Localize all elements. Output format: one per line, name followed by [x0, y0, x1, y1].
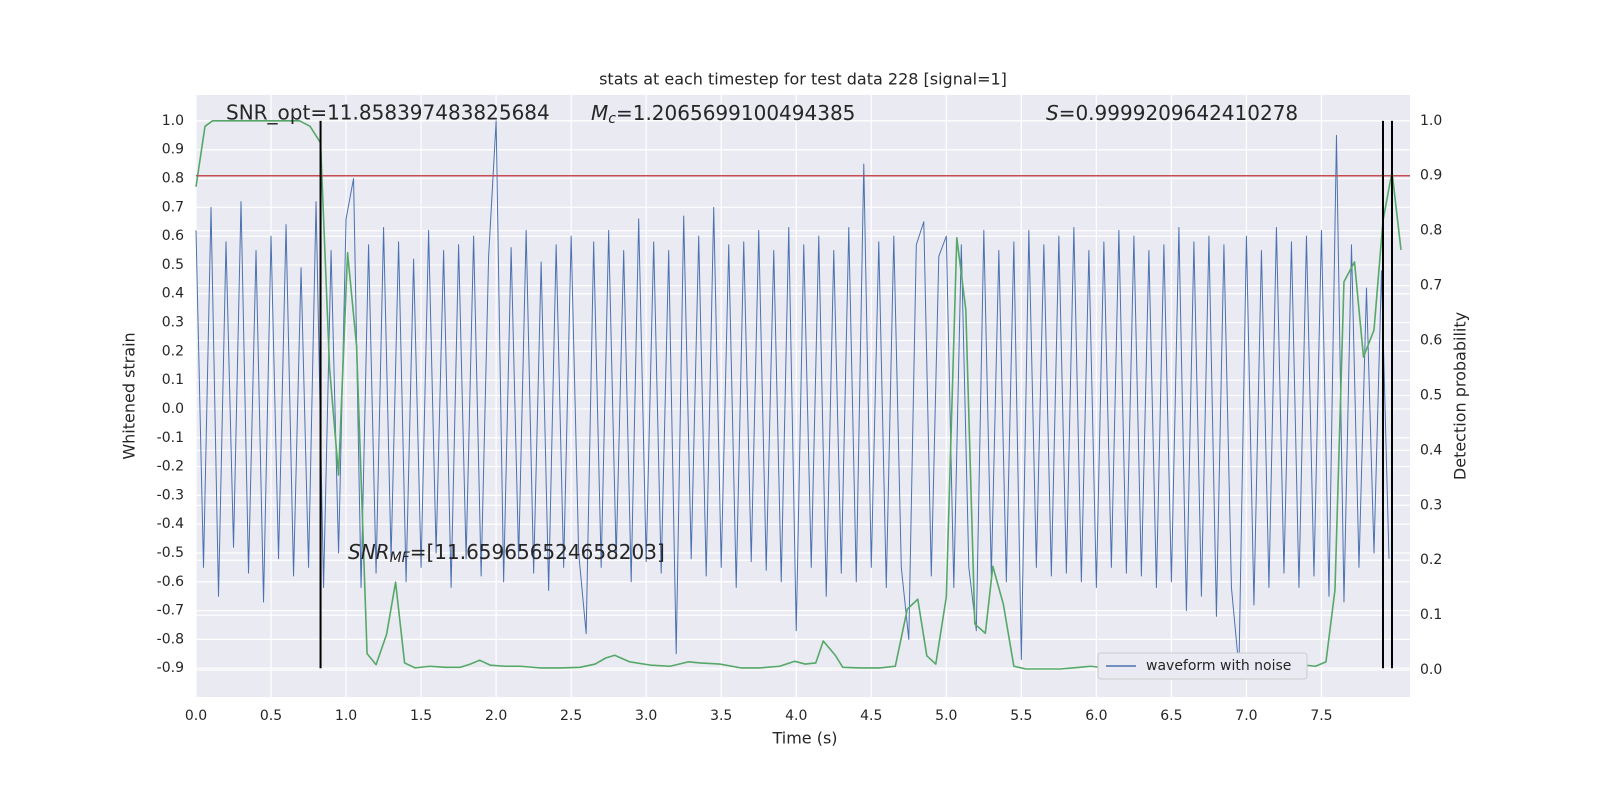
y2-tick-label: 0.9: [1420, 168, 1442, 184]
annotation: Mc=1.2065699100494385: [591, 101, 855, 128]
legend: waveform with noise: [1097, 652, 1308, 680]
annotation-subscript: MF: [390, 550, 411, 566]
y2-tick-label: 0.1: [1420, 607, 1442, 623]
y2-tick-label: 0.4: [1420, 442, 1442, 458]
y-tick-label: 0.6: [162, 228, 184, 244]
chart-title: stats at each timestep for test data 228…: [599, 70, 1007, 89]
y-tick-label: -0.1: [157, 430, 184, 446]
legend-box: [1097, 652, 1308, 680]
annotation: SNR_opt=11.858397483825684: [226, 101, 550, 125]
y-axis-label: Whitened strain: [120, 332, 139, 459]
y-tick-label: -0.7: [157, 603, 184, 619]
y2-tick-label: 0.2: [1420, 552, 1442, 568]
x-tick-label: 1.5: [410, 708, 432, 724]
x-tick-label: 6.0: [1085, 708, 1107, 724]
x-tick-label: 2.0: [485, 708, 507, 724]
legend-label: waveform with noise: [1146, 658, 1291, 674]
x-tick-label: 4.5: [860, 708, 882, 724]
y-tick-label: 0.5: [162, 257, 184, 273]
annotation-value: =0.9999209642410278: [1059, 101, 1298, 125]
x-tick-label: 7.0: [1235, 708, 1257, 724]
y-tick-label: -0.2: [157, 459, 184, 475]
annotation-value: =1.2065699100494385: [616, 101, 855, 125]
y-tick-label: 0.9: [162, 142, 184, 158]
y-tick-label: -0.9: [157, 660, 184, 676]
y-tick-label: 0.3: [162, 315, 184, 331]
annotation-symbol: SNR: [348, 540, 390, 564]
x-tick-label: 3.0: [635, 708, 657, 724]
y2-tick-label: 0.7: [1420, 278, 1442, 294]
x-tick-label: 0.5: [260, 708, 282, 724]
y-tick-label: 0.2: [162, 343, 184, 359]
y-tick-label: 1.0: [162, 113, 184, 129]
y-tick-label: -0.8: [157, 631, 184, 647]
x-tick-label: 5.5: [1010, 708, 1032, 724]
y2-tick-label: 1.0: [1420, 113, 1442, 129]
x-tick-label: 6.5: [1160, 708, 1182, 724]
annotation-symbol: M: [591, 101, 608, 125]
x-tick-label: 3.5: [710, 708, 732, 724]
annotation-subscript: c: [608, 111, 616, 127]
labels: 0.0 0.5 1.0 1.5 2.0 2.5 3.0 3.5 4.0 4.5 5.0 5.5 6.0 6…: [157, 113, 1443, 724]
y2-axis-label: Detection probability: [1451, 312, 1470, 480]
y2-tick-label: 0.5: [1420, 387, 1442, 403]
x-tick-label: 7.5: [1310, 708, 1332, 724]
x-tick-label: 0.0: [185, 708, 207, 724]
x-tick-label: 4.0: [785, 708, 807, 724]
y-tick-label: -0.3: [157, 487, 184, 503]
series-line: [195, 120, 1390, 669]
y-tick-label: 0.8: [162, 171, 184, 187]
annotation-value: =[11.659656524658203]: [410, 540, 665, 564]
x-tick-label: 5.0: [935, 708, 957, 724]
annotation: S=0.9999209642410278: [1046, 101, 1298, 125]
y-tick-label: -0.6: [157, 574, 184, 590]
x-tick-label: 2.5: [560, 708, 582, 724]
y2-tick-label: 0.6: [1420, 333, 1442, 349]
y-tick-label: 0.7: [162, 199, 184, 215]
annotation-symbol: S: [1046, 101, 1059, 125]
y2-tick-label: 0.0: [1420, 662, 1442, 678]
y-tick-label: -0.4: [157, 516, 184, 532]
y-tick-label: 0.1: [162, 372, 184, 388]
y-tick-label: -0.5: [157, 545, 184, 561]
y2-tick-label: 0.3: [1420, 497, 1442, 513]
y2-tick-label: 0.8: [1420, 223, 1442, 239]
annotation: SNRMF=[11.659656524658203]: [348, 540, 665, 567]
y-tick-label: 0.4: [162, 286, 184, 302]
y-tick-label: 0.0: [162, 401, 184, 417]
x-tick-label: 1.0: [335, 708, 357, 724]
x-axis-label: Time (s): [771, 729, 837, 748]
